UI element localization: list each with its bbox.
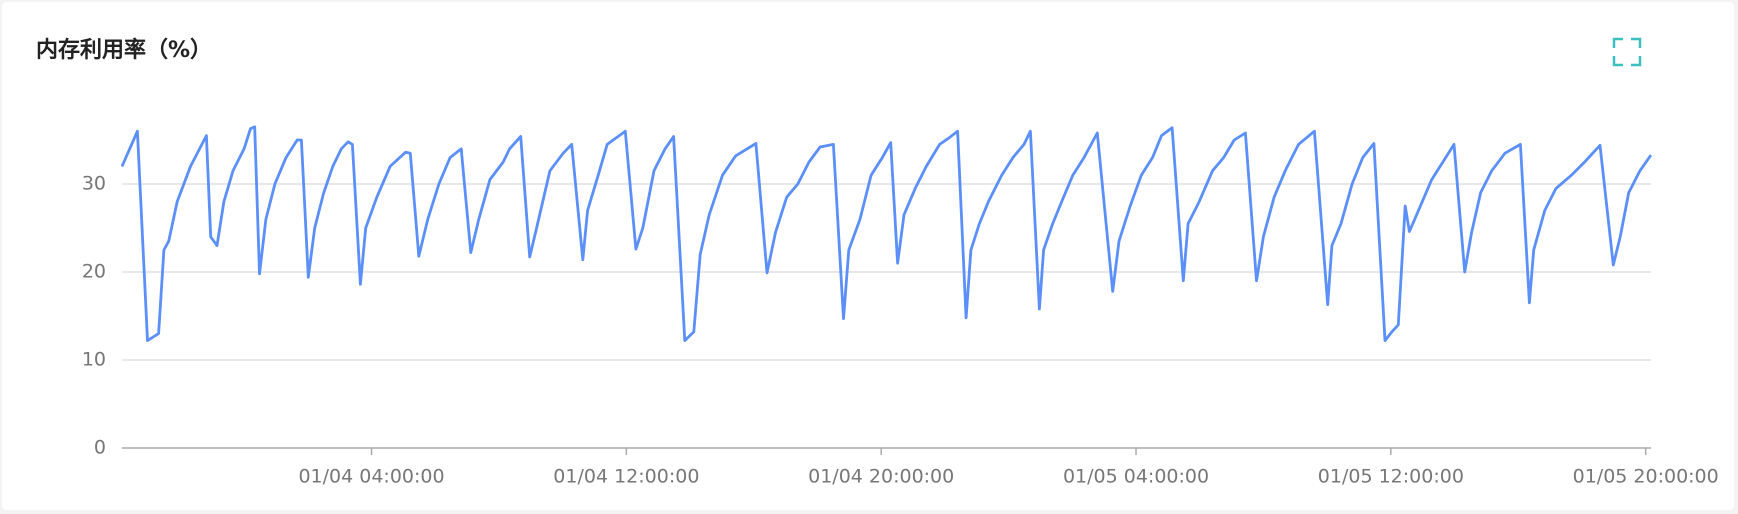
fullscreen-button[interactable]	[1612, 37, 1642, 67]
x-tick-label: 01/04 20:00:00	[808, 466, 954, 488]
y-tick-label: 20	[82, 261, 106, 283]
x-tick-label: 01/05 12:00:00	[1318, 466, 1464, 488]
chart-title: 内存利用率（%）	[36, 37, 212, 63]
x-tick-label: 01/04 12:00:00	[553, 466, 699, 488]
y-tick-label: 30	[82, 173, 106, 195]
data-line	[120, 125, 1653, 343]
x-tick-label: 01/05 20:00:00	[1573, 466, 1719, 488]
y-tick-label: 10	[82, 349, 106, 371]
x-tick-label: 01/04 04:00:00	[298, 466, 444, 488]
y-tick-label: 0	[94, 437, 106, 459]
x-tick-label: 01/05 04:00:00	[1063, 466, 1209, 488]
